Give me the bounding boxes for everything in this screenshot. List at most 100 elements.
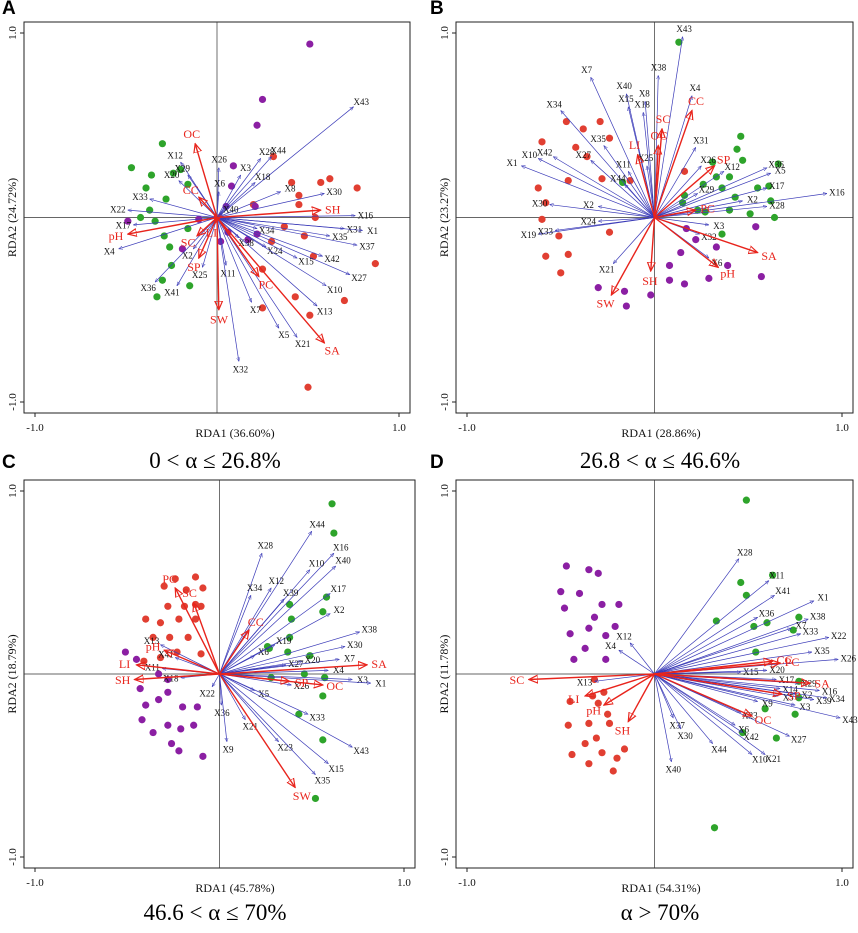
variable-label: X27 (791, 735, 807, 745)
variable-label: X8 (639, 88, 650, 98)
variable-label: X2 (747, 194, 758, 204)
variable-label: X4 (104, 246, 115, 256)
env-arrow (194, 603, 221, 675)
panel-letter-b: B (430, 0, 444, 19)
site-point-green (328, 500, 336, 508)
variable-label: X12 (167, 150, 183, 160)
variable-label: X4 (333, 665, 344, 675)
x-tick-label: 1.0 (397, 877, 411, 889)
variable-label: X33 (537, 226, 553, 236)
env-label: SP (787, 689, 801, 703)
site-point-red (579, 125, 587, 133)
env-label: LI (629, 138, 640, 152)
site-point-green (752, 648, 760, 656)
variable-label: X21 (242, 722, 258, 732)
env-label: OC (183, 127, 200, 141)
variable-label: X20 (164, 170, 180, 180)
variable-label: X42 (537, 147, 553, 157)
variable-arrow (590, 77, 655, 218)
variable-label: X12 (269, 576, 285, 586)
env-arrow (219, 673, 323, 685)
site-point-green (166, 243, 174, 251)
site-point-red (555, 232, 563, 240)
variable-label: X5 (278, 330, 289, 340)
variable-arrow (645, 101, 655, 218)
variable-arrow (216, 217, 252, 303)
site-point-green (186, 282, 194, 290)
env-label: SH (615, 723, 631, 737)
site-point-green (286, 600, 294, 609)
variable-label: X11 (769, 571, 784, 581)
variable-label: X30 (532, 199, 548, 209)
site-point-purple (594, 284, 602, 292)
site-point-purple (560, 604, 569, 612)
site-point-purple (585, 624, 593, 632)
site-point-purple (190, 721, 198, 729)
site-point-purple (575, 589, 584, 598)
site-point-red (291, 293, 299, 301)
site-point-green (177, 165, 185, 174)
env-label: LI (568, 692, 579, 706)
variable-arrow (643, 112, 655, 218)
panel-c: -1.0 1.0 1.0 -1.0 RDA1 (45.78%) RDA2 (18.79%)… (5, 479, 416, 895)
variable-arrow (216, 217, 280, 329)
variable-arrow (654, 171, 724, 218)
site-point-purple (566, 630, 574, 638)
site-point-red (566, 697, 574, 706)
variable-label: X4 (689, 83, 700, 93)
variable-label: X28 (769, 201, 785, 211)
y-tick-label: -1.0 (7, 393, 19, 411)
site-point-purple (611, 622, 619, 631)
variable-label: X5 (775, 165, 786, 175)
variable-label: X10 (522, 150, 538, 160)
variable-label: X4 (605, 641, 616, 651)
panel-letter-c: C (2, 452, 16, 473)
variable-label: X40 (666, 765, 682, 775)
env-label: CC (248, 615, 264, 629)
variable-arrow (654, 194, 828, 218)
variable-label: X44 (610, 173, 626, 183)
variable-label: X24 (267, 246, 283, 256)
site-point-purple (622, 302, 630, 310)
variable-arrow (630, 643, 655, 675)
variable-label: X26 (211, 155, 227, 165)
variable-arrow (654, 217, 709, 225)
variable-label: X30 (326, 187, 342, 197)
env-arrow (217, 217, 219, 310)
site-point-purple (585, 566, 593, 574)
site-point-purple (229, 162, 237, 170)
y-tick-label: 1.0 (7, 484, 19, 498)
site-point-green (742, 496, 750, 504)
variable-arrow (550, 205, 655, 218)
env-arrow (216, 210, 321, 219)
env-arrow (604, 673, 655, 705)
site-point-red (149, 633, 157, 642)
variable-arrow (654, 616, 758, 675)
site-point-green (311, 794, 320, 803)
env-arrow (611, 217, 656, 295)
env-label: SP (717, 152, 731, 166)
panel-letter-d: D (430, 452, 444, 473)
site-point-green (709, 158, 717, 166)
site-point-purple (647, 291, 655, 299)
variable-arrow (216, 157, 272, 218)
variable-arrow (647, 166, 655, 218)
site-point-green (739, 156, 747, 164)
variable-arrow (625, 184, 655, 218)
site-point-green (184, 224, 192, 233)
variable-label: X6 (214, 179, 225, 189)
variable-arrow (654, 595, 775, 675)
variable-arrow (598, 206, 655, 218)
variable-label: X2 (182, 250, 193, 260)
variable-arrow (654, 188, 768, 218)
panel-letter-a: A (2, 0, 16, 19)
env-arrow (529, 673, 655, 679)
site-point-green (286, 633, 294, 642)
variable-label: X12 (616, 632, 632, 642)
env-label: pH (109, 229, 124, 243)
caption-a: 0 < α ≤ 26.8% (149, 448, 281, 473)
site-point-purple (132, 655, 141, 663)
site-point-red (171, 575, 179, 583)
site-point-purple (155, 696, 163, 704)
variable-label: X43 (842, 715, 858, 725)
